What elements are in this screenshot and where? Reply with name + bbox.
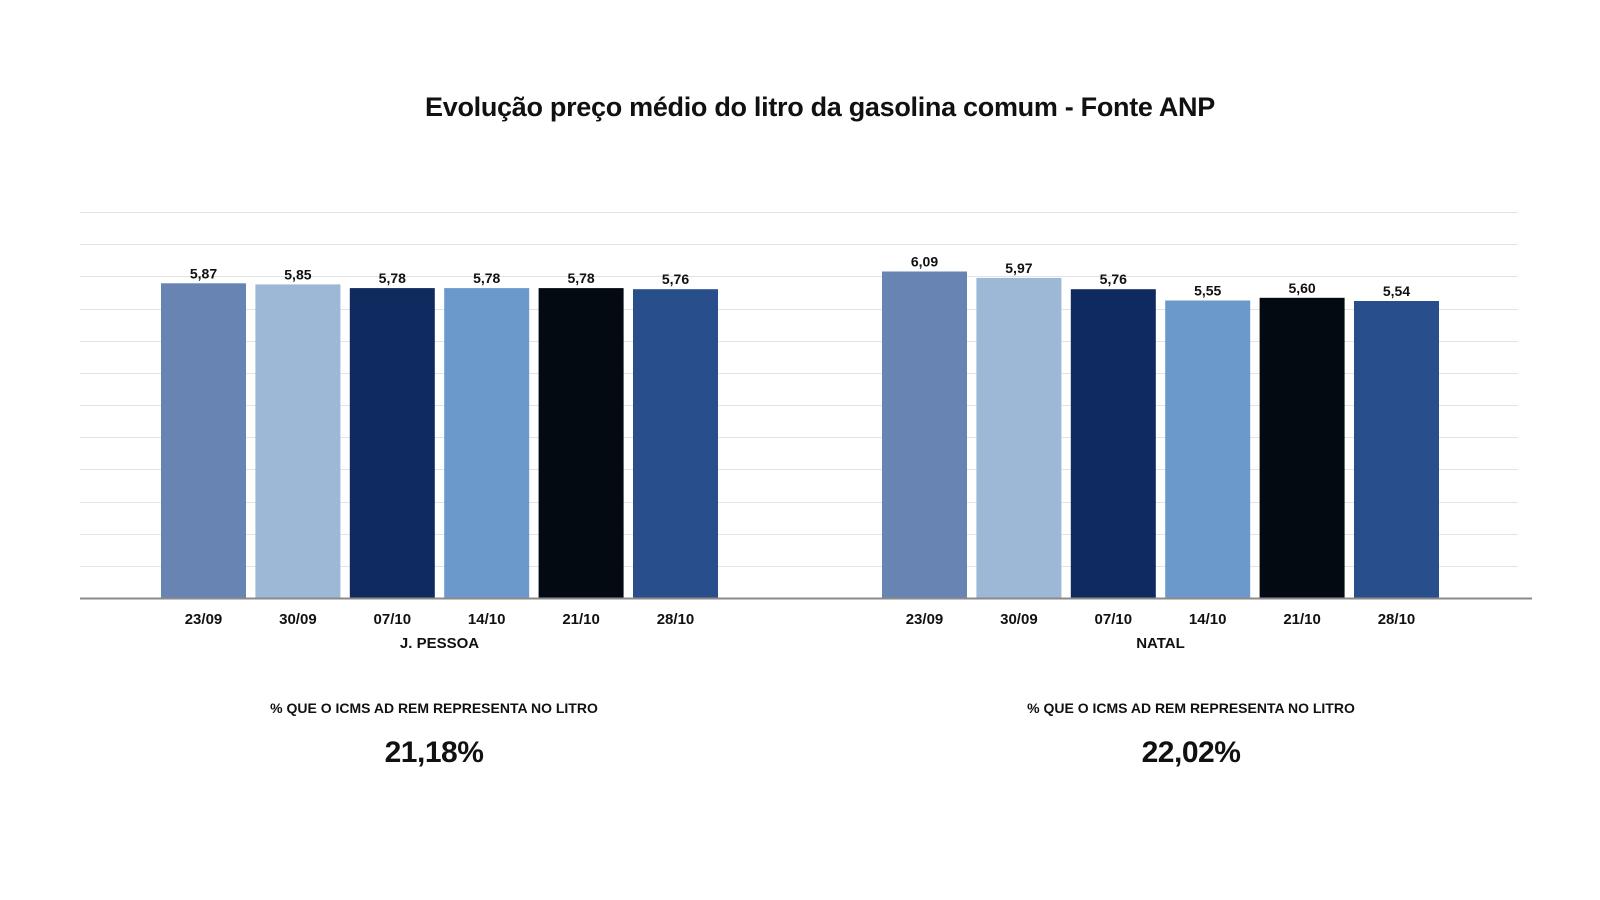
bar: [538, 288, 624, 598]
tick-labels: 23/09 30/09 07/10 14/10 21/10 28/10 23/09 30/09…: [185, 611, 1416, 628]
icms-caption-j-pessoa: % QUE O ICMS AD REM REPRESENTA NO LITRO: [270, 700, 598, 716]
group-label: J. PESSOA: [400, 635, 479, 652]
bar: [255, 284, 341, 598]
group-labels: J. PESSOA NATAL: [400, 635, 1185, 652]
x-tick-label: 30/09: [1000, 611, 1038, 628]
group-label: NATAL: [1136, 635, 1185, 652]
bar-value-label: 6,09: [911, 254, 938, 270]
bar-value-label: 5,97: [1005, 260, 1032, 276]
bar: [349, 288, 435, 598]
bar-value-label: 5,76: [662, 271, 689, 287]
x-tick-label: 23/09: [185, 611, 223, 628]
bar: [1070, 289, 1156, 598]
bar: [1259, 297, 1345, 598]
bar: [976, 277, 1062, 598]
bar-value-label: 5,78: [473, 270, 500, 286]
bar: [161, 283, 246, 598]
bar: [444, 288, 530, 598]
chart-title: Evolução preço médio do litro da gasolin…: [425, 92, 1215, 122]
value-labels: 5,87 5,85 5,78 5,78 5,78 5,76 6,09 5,97 5,76 5,55…: [190, 254, 1410, 300]
icms-value-natal: 22,02%: [1141, 736, 1241, 769]
x-tick-label: 28/10: [657, 611, 695, 628]
x-tick-label: 30/09: [279, 611, 317, 628]
bar-value-label: 5,78: [567, 270, 594, 286]
bar: [633, 289, 718, 598]
x-tick-label: 14/10: [468, 611, 506, 628]
x-tick-label: 07/10: [374, 611, 412, 628]
icms-caption-natal: % QUE O ICMS AD REM REPRESENTA NO LITRO: [1027, 700, 1355, 716]
x-tick-label: 28/10: [1378, 611, 1416, 628]
x-tick-label: 07/10: [1095, 611, 1133, 628]
x-tick-label: 14/10: [1189, 611, 1227, 628]
bar: [1165, 300, 1251, 598]
bar-value-label: 5,55: [1194, 283, 1221, 299]
x-tick-label: 21/10: [562, 611, 600, 628]
bar-value-label: 5,54: [1383, 283, 1410, 299]
icms-value-j-pessoa: 21,18%: [384, 736, 484, 769]
bar: [1354, 301, 1439, 598]
bar-value-label: 5,76: [1100, 271, 1127, 287]
bar: [882, 271, 967, 598]
bar-value-label: 5,78: [379, 270, 406, 286]
x-tick-label: 23/09: [906, 611, 944, 628]
bar-value-label: 5,60: [1288, 280, 1315, 296]
bar-value-label: 5,87: [190, 265, 217, 281]
x-tick-label: 21/10: [1283, 611, 1321, 628]
bars: [161, 271, 1439, 598]
bar-value-label: 5,85: [284, 266, 311, 282]
